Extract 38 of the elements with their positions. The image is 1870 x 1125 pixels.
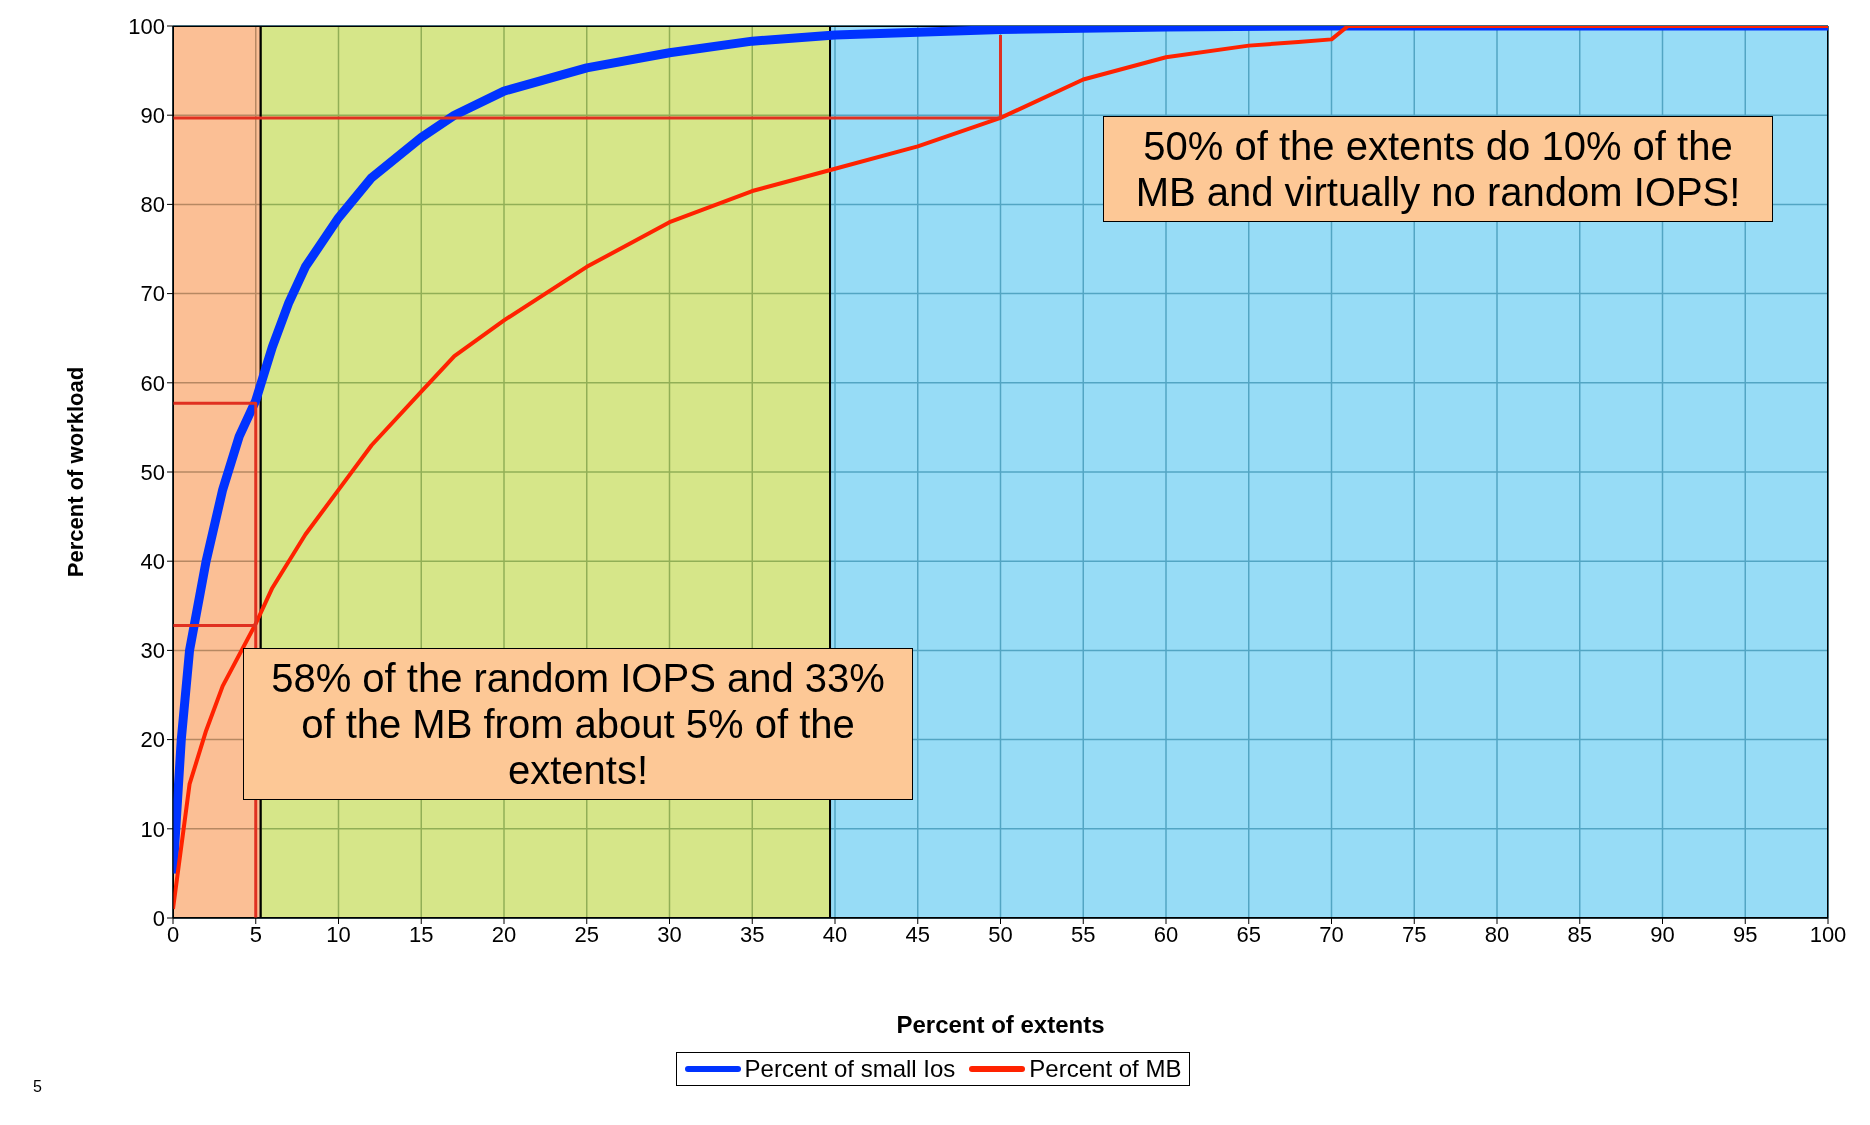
x-tick-label: 75 <box>1402 921 1427 947</box>
x-tick-label: 35 <box>740 921 765 947</box>
y-tick-label: 40 <box>140 549 165 575</box>
x-tick-label: 15 <box>409 921 434 947</box>
x-axis-title: Percent of extents <box>896 1011 1105 1038</box>
y-tick-label: 80 <box>140 192 165 218</box>
y-tick-label: 70 <box>140 281 165 307</box>
x-tick-label: 60 <box>1153 921 1179 947</box>
x-tick-label: 70 <box>1319 921 1344 947</box>
y-tick-label: 90 <box>140 103 165 129</box>
x-tick-label: 5 <box>249 921 262 947</box>
x-tick-label: 90 <box>1650 921 1675 947</box>
x-tick-label: 85 <box>1567 921 1592 947</box>
y-tick-label: 60 <box>140 370 165 396</box>
y-axis-title: Percent of workload <box>62 366 88 578</box>
x-tick-label: 95 <box>1733 921 1758 947</box>
x-tick-label: 25 <box>574 921 599 947</box>
annotation: 50% of the extents do 10% of the MB and virtually no random IOPS! <box>1103 116 1773 222</box>
y-tick-label: 20 <box>140 727 165 753</box>
x-tick-label: 65 <box>1236 921 1261 947</box>
x-tick-label: 45 <box>905 921 930 947</box>
x-tick-label: 40 <box>822 921 848 947</box>
x-tick-label: 10 <box>326 921 351 947</box>
y-tick-label: 100 <box>128 13 165 39</box>
y-tick-label: 30 <box>140 638 165 664</box>
x-tick-label: 30 <box>657 921 682 947</box>
x-tick-label: 50 <box>988 921 1013 947</box>
x-tick-label: 80 <box>1484 921 1510 947</box>
y-tick-label: 10 <box>140 816 165 842</box>
x-tick-label: 55 <box>1071 921 1096 947</box>
x-tick-label: 100 <box>1809 921 1847 947</box>
annotation: 58% of the random IOPS and 33% of the MB from about 5% of the extents! <box>243 648 913 800</box>
text: 5 <box>33 1078 42 1096</box>
y-tick-label: 0 <box>152 905 165 931</box>
x-tick-label: 20 <box>491 921 517 947</box>
legend-label: Percent of small Ios <box>743 1055 956 1083</box>
legend-label: Percent of MB <box>1028 1055 1182 1083</box>
y-tick-label: 50 <box>140 459 165 485</box>
